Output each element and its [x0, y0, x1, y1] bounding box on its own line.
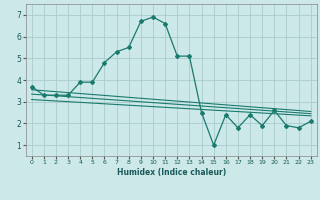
X-axis label: Humidex (Indice chaleur): Humidex (Indice chaleur): [116, 168, 226, 177]
